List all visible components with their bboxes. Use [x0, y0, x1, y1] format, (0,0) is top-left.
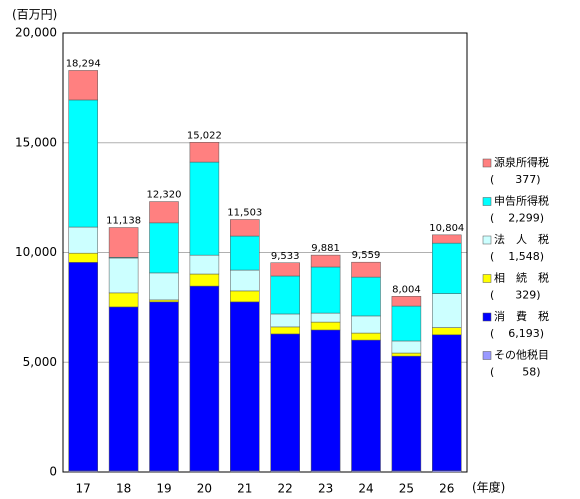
- bar-segment: [270, 313, 300, 328]
- bar-segment: [230, 235, 260, 271]
- bar-segment: [189, 273, 220, 287]
- total-label: 9,559: [352, 250, 381, 261]
- bar-segment: [432, 334, 462, 471]
- legend-value: ( 329): [490, 289, 541, 302]
- legend-label: 申告所得税: [494, 194, 549, 208]
- total-label: 9,881: [311, 243, 340, 254]
- bar-segment: [149, 272, 179, 301]
- bar-segment: [189, 285, 220, 472]
- bar-segment: [432, 327, 462, 336]
- bar-segment: [432, 242, 462, 294]
- bar-segment: [230, 269, 260, 292]
- bar-segment: [68, 252, 98, 263]
- bar-segment: [310, 321, 341, 331]
- y-axis-label: (百万円): [12, 8, 57, 22]
- legend-label: 消 費 税: [494, 309, 549, 323]
- total-label: 10,804: [429, 223, 464, 234]
- bar-segment: [230, 290, 260, 303]
- x-tick-label: 25: [399, 482, 414, 496]
- total-label: 18,294: [66, 58, 101, 69]
- total-label: 11,138: [106, 216, 141, 227]
- bar-segment: [189, 254, 220, 275]
- legend-value: ( 58): [490, 366, 541, 379]
- x-tick-label: 18: [116, 482, 131, 496]
- x-axis-label: (年度): [472, 480, 505, 495]
- bar-segment: [351, 332, 381, 341]
- legend-value: ( 1,548): [490, 250, 544, 263]
- y-tick-label: 0: [49, 465, 57, 479]
- bar-segment: [68, 262, 98, 472]
- total-label: 11,503: [227, 208, 262, 219]
- bar-segment: [351, 261, 381, 278]
- y-tick-label: 20,000: [15, 26, 57, 40]
- legend-value: ( 377): [490, 173, 541, 186]
- total-label: 9,533: [271, 251, 300, 262]
- bar-segment: [310, 329, 341, 472]
- bar-segment: [149, 299, 179, 303]
- bar-segment: [391, 296, 422, 307]
- bar-segment: [108, 257, 139, 294]
- bar-segment: [189, 161, 220, 256]
- bar-segment: [189, 142, 220, 163]
- legend-value: ( 6,193): [490, 327, 544, 340]
- bar-segment: [432, 293, 462, 328]
- bar-segment: [351, 276, 381, 317]
- bar-segment: [270, 326, 300, 335]
- bar-segment: [391, 305, 422, 342]
- y-tick-label: 5,000: [23, 355, 57, 369]
- bar-segment: [149, 201, 179, 224]
- bar-segment: [68, 226, 98, 254]
- bar-segment: [68, 99, 98, 228]
- legend-swatch: [482, 235, 492, 245]
- total-label: 8,004: [392, 284, 421, 295]
- legend-swatch: [482, 197, 492, 206]
- bar-segment: [310, 254, 341, 268]
- bar-segment: [149, 301, 179, 472]
- x-tick-label: 20: [197, 482, 212, 496]
- x-tick-label: 24: [358, 482, 373, 496]
- total-label: 15,022: [187, 130, 222, 141]
- legend-label: 法 人 税: [494, 232, 549, 246]
- bar-segment: [270, 262, 300, 277]
- bar-segment: [391, 355, 422, 472]
- bar-segment: [270, 333, 300, 472]
- legend-swatch: [482, 351, 492, 360]
- y-tick-label: 15,000: [15, 135, 57, 149]
- x-tick-label: 26: [439, 482, 454, 496]
- bar-segment: [270, 275, 300, 315]
- bar-segment: [108, 227, 139, 258]
- x-tick-label: 22: [278, 482, 293, 496]
- x-tick-label: 23: [318, 482, 333, 496]
- bar-segment: [351, 339, 381, 472]
- bar-segment: [108, 306, 139, 472]
- x-tick-label: 17: [76, 482, 91, 496]
- legend-value: ( 2,299): [490, 212, 544, 225]
- bar-segment: [230, 219, 260, 237]
- legend-swatch: [482, 274, 492, 283]
- legend-label: 相 続 税: [494, 271, 549, 285]
- legend-swatch: [482, 312, 492, 322]
- bar-segment: [391, 340, 422, 354]
- x-tick-label: 19: [156, 482, 171, 496]
- bar-segment: [310, 266, 341, 314]
- legend-swatch: [482, 158, 492, 168]
- y-tick-label: 10,000: [15, 245, 57, 259]
- bar-segment: [230, 301, 260, 472]
- total-label: 12,320: [147, 190, 182, 201]
- plot-border: [62, 32, 468, 473]
- bar-segment: [108, 292, 139, 308]
- legend-label: その他税目: [494, 348, 549, 362]
- bar-segment: [391, 352, 422, 357]
- bar-segment: [149, 222, 179, 274]
- bar-segment: [351, 315, 381, 334]
- bar-segment: [310, 312, 341, 323]
- legend-label: 源泉所得税: [494, 155, 549, 169]
- bar-segment: [68, 70, 98, 101]
- bar-segment: [432, 234, 462, 244]
- x-tick-label: 21: [237, 482, 252, 496]
